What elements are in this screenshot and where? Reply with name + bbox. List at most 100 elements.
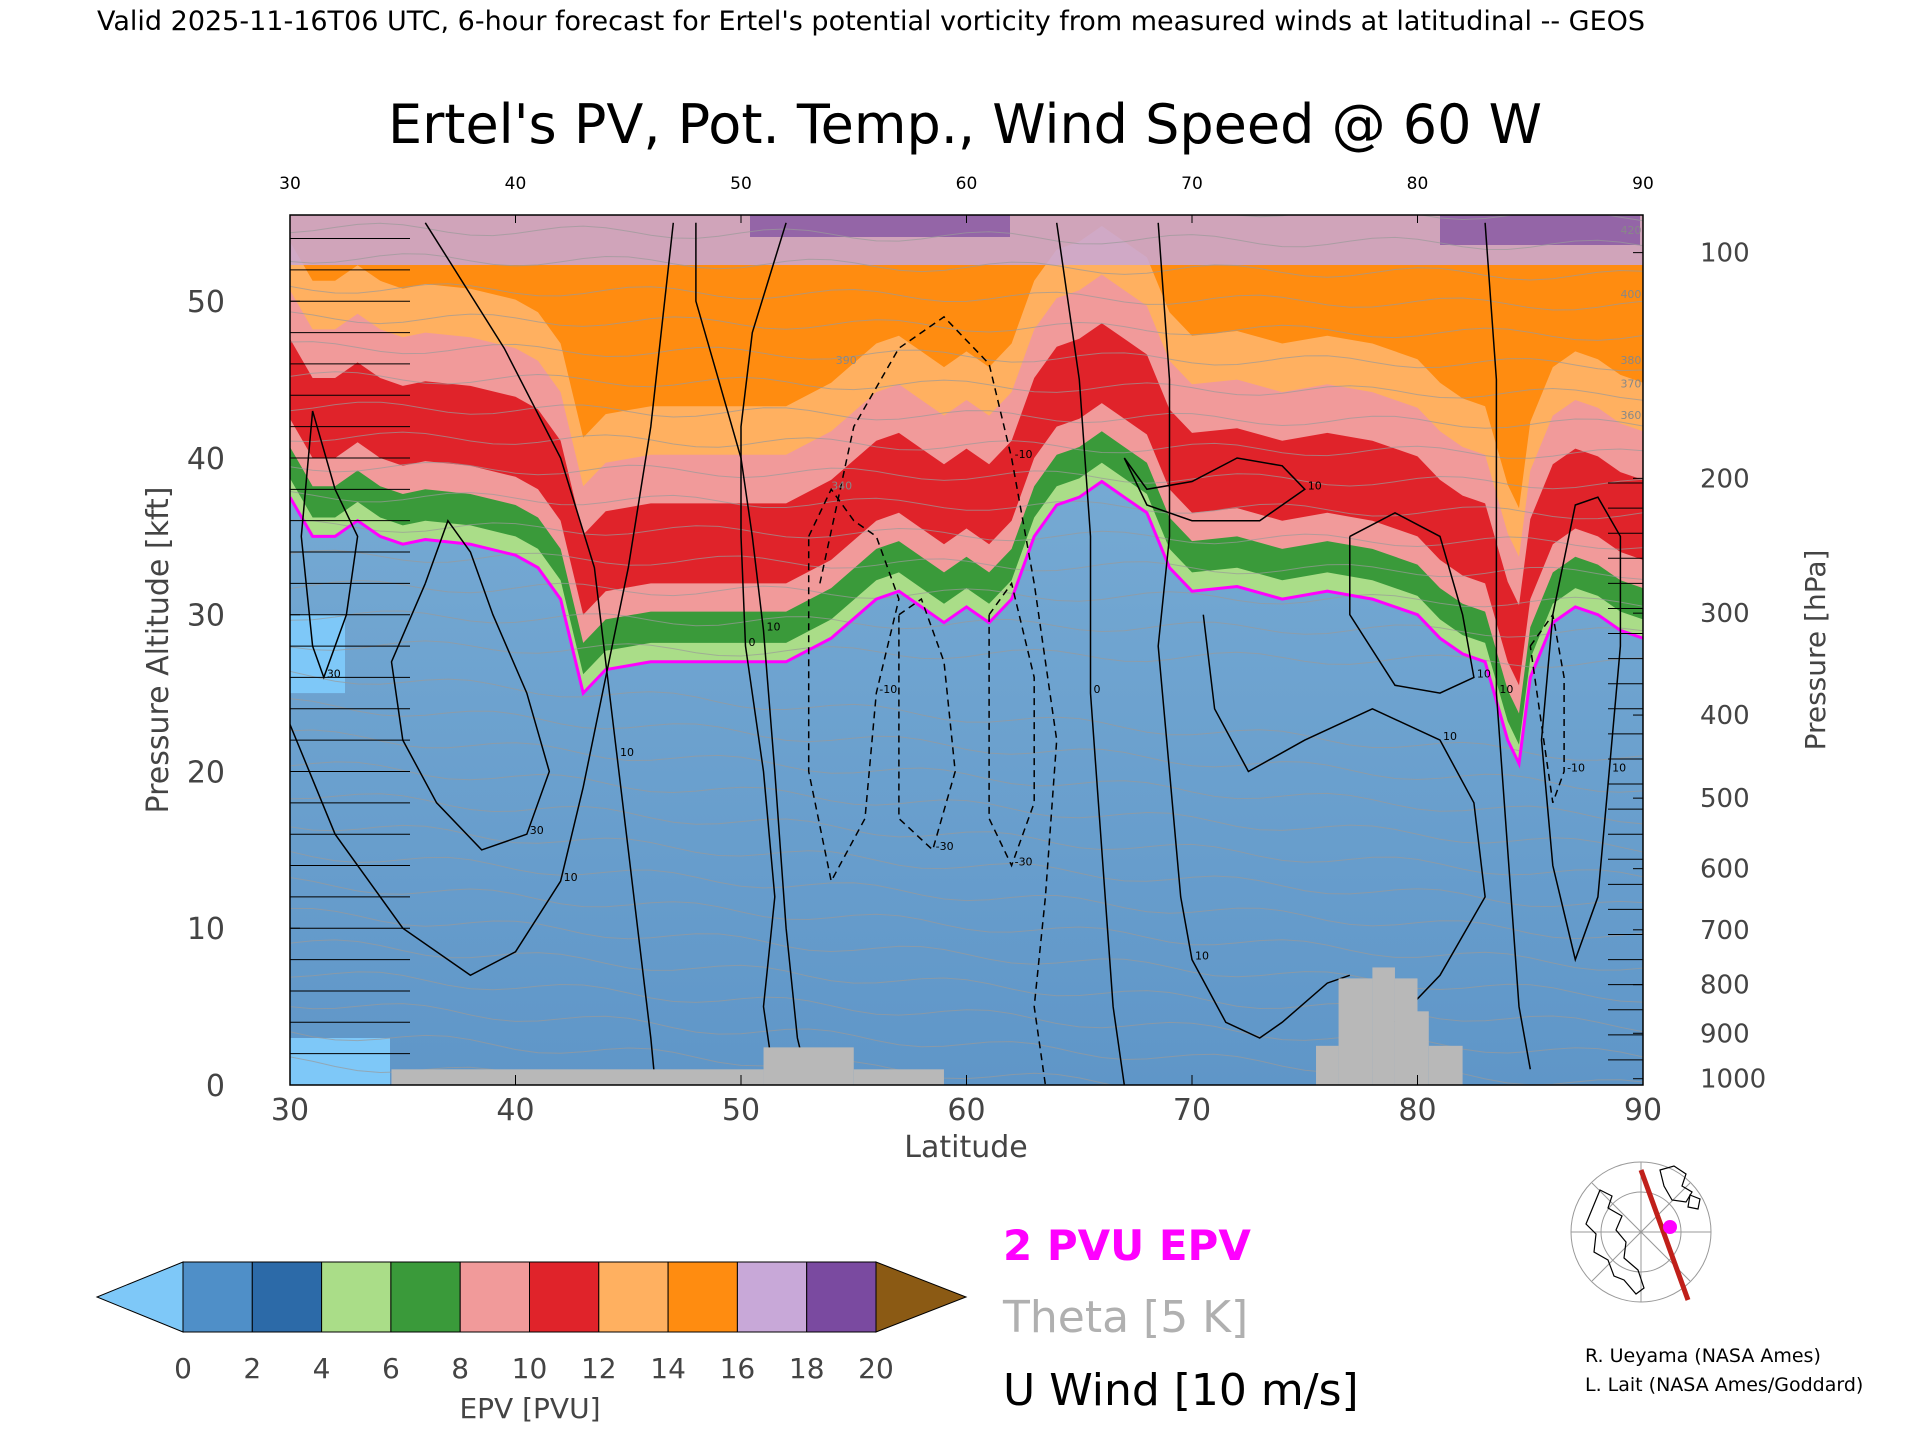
- u-wind-label: -10: [1567, 761, 1585, 774]
- legend-pv: 2 PVU EPV: [1003, 1221, 1251, 1270]
- plot-area: 30301010100-10-10-30-300101010101010-10 …: [187, 174, 1766, 1128]
- u-wind-label: 10: [1308, 479, 1322, 492]
- colorbar-segment: [529, 1261, 600, 1333]
- x-axis-top-ticks: 30 40 50 60 70 80 90: [279, 174, 1654, 223]
- u-wind-contour: [1157, 222, 1351, 1039]
- y-tick-label: 20: [187, 755, 225, 790]
- x-tick-label: 70: [1173, 1093, 1211, 1128]
- colorbar-segment: [736, 1261, 808, 1333]
- colorbar-segment: [806, 1261, 877, 1333]
- u-wind-label: -30: [1015, 856, 1033, 869]
- theta-label: 400: [1620, 288, 1641, 301]
- colorbar-segment: [251, 1261, 323, 1333]
- colorbar-segment: [390, 1261, 461, 1333]
- pv-layer: [1440, 215, 1640, 245]
- theta-contour: [290, 253, 1643, 281]
- x-top-tick-label: 30: [279, 174, 301, 194]
- pv-layer: [290, 1037, 390, 1085]
- u-wind-label: -10: [1015, 448, 1033, 461]
- x-tick-label: 60: [947, 1093, 985, 1128]
- theta-contour: [290, 519, 1643, 550]
- u-wind-label: -30: [936, 840, 954, 853]
- theta-contour: [290, 793, 1643, 878]
- x-tick-label: 80: [1398, 1093, 1436, 1128]
- u-wind-label: 30: [530, 824, 544, 837]
- u-wind-label: 30: [327, 667, 341, 680]
- colorbar-tick-label: 10: [512, 1352, 548, 1385]
- x-top-tick-label: 80: [1407, 174, 1429, 194]
- legend: 2 PVU EPV Theta [5 K] U Wind [10 m/s]: [1002, 1221, 1359, 1416]
- colorbar-tick-label: 18: [789, 1352, 825, 1385]
- x-tick-label: 50: [722, 1093, 760, 1128]
- colorbar-tick-label: 12: [581, 1352, 617, 1385]
- colorbar-tick-label: 8: [451, 1352, 469, 1385]
- chart-title: Ertel's PV, Pot. Temp., Wind Speed @ 60 …: [388, 93, 1542, 156]
- colorbar-segment: [182, 1261, 253, 1333]
- pressure-tick-label: 900: [1700, 1019, 1750, 1049]
- theta-contour: [290, 729, 1643, 825]
- u-wind-contour: [898, 597, 956, 852]
- colorbar-tick-label: 14: [650, 1352, 686, 1385]
- colorbar-tick-label: 0: [174, 1352, 192, 1385]
- u-wind-contours: 30 30 10 10 10 0 -10 -10 -30 -30 0 10 10 10 10 10 10 -10: [290, 222, 1626, 1085]
- u-wind-contour: [807, 487, 900, 884]
- u-wind-contour: [1529, 612, 1565, 804]
- u-wind-contour: [819, 315, 1058, 1085]
- theta-contour: [290, 431, 1643, 459]
- theta-contour: [290, 824, 1643, 908]
- colorbar-under: [95, 1261, 184, 1333]
- u-wind-label: 0: [749, 636, 756, 649]
- pressure-tick-label: 1000: [1700, 1065, 1766, 1095]
- legend-wind: U Wind [10 m/s]: [1003, 1365, 1359, 1416]
- pressure-axis-ticks: 100 200 300 400 500 600 700 800 900 1000: [1608, 239, 1766, 1095]
- colorbar: 0 2 4 6 8 10 12 14 16 18 20: [95, 1261, 968, 1385]
- pressure-tick-label: 100: [1700, 239, 1750, 269]
- colorbar-segment: [459, 1261, 531, 1333]
- u-wind-contour: [1540, 496, 1622, 963]
- terrain-block: [1428, 1045, 1463, 1085]
- theta-contour: [290, 640, 1643, 668]
- theta-contour: [290, 698, 1643, 793]
- u-wind-contour: [988, 581, 1035, 868]
- y-axis-ticks: 0 10 20 30 40 50: [187, 238, 410, 1104]
- terrain-block: [1338, 978, 1373, 1085]
- u-wind-label: 10: [1195, 950, 1209, 963]
- terrain-block: [853, 1069, 944, 1085]
- theta-contour: [290, 311, 1643, 341]
- pv-layer: [290, 614, 345, 694]
- pressure-tick-label: 200: [1700, 464, 1750, 494]
- x-axis-label: Latitude: [904, 1130, 1027, 1165]
- u-wind-label: 10: [1477, 667, 1491, 680]
- x-tick-label: 90: [1624, 1093, 1662, 1128]
- pressure-tick-label: 700: [1700, 916, 1750, 946]
- u-wind-contour: [1484, 222, 1532, 1070]
- pv-layers: [290, 215, 1643, 1085]
- u-wind-label: 10: [767, 620, 781, 633]
- theta-contour: [290, 461, 1643, 490]
- terrain-block: [1417, 1011, 1429, 1085]
- theta-labels: 390 340 380 370 360 420 400: [831, 224, 1641, 493]
- header-text: Valid 2025-11-16T06 UTC, 6-hour forecast…: [97, 6, 1645, 37]
- theta-contour: [290, 401, 1643, 429]
- y-tick-label: 40: [187, 442, 225, 477]
- x-tick-label: 30: [271, 1093, 309, 1128]
- y-axis-label: Pressure Altitude [kft]: [141, 487, 176, 814]
- x-top-tick-label: 60: [956, 174, 978, 194]
- u-wind-label: 10: [1443, 730, 1457, 743]
- theta-contour: [290, 877, 1643, 971]
- u-wind-label: -10: [879, 683, 897, 696]
- theta-label: 360: [1620, 409, 1641, 422]
- y-tick-label: 50: [187, 285, 225, 320]
- u-wind-label: 0: [1094, 683, 1101, 696]
- theta-label: 370: [1620, 377, 1641, 390]
- x-top-tick-label: 70: [1181, 174, 1203, 194]
- locator-map: [1543, 1155, 1740, 1305]
- colorbar-tick-label: 4: [313, 1352, 331, 1385]
- legend-theta: Theta [5 K]: [1002, 1292, 1248, 1343]
- x-top-tick-label: 40: [505, 174, 527, 194]
- colorbar-over: [875, 1261, 968, 1333]
- colorbar-label: EPV [PVU]: [459, 1392, 600, 1425]
- colorbar-tick-label: 6: [382, 1352, 400, 1385]
- theta-contour: [290, 761, 1643, 853]
- theta-contour: [290, 491, 1643, 520]
